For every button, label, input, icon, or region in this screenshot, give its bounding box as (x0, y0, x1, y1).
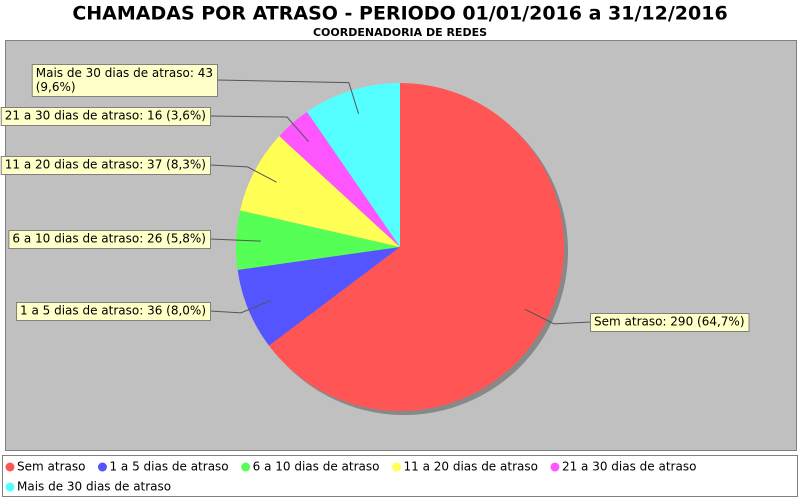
label-text: 21 a 30 dias de atraso: 16 (3,6%) (5, 109, 206, 123)
pie-slice (279, 111, 400, 248)
label-line: Mais de 30 dias de atraso: 43 (36, 66, 213, 80)
legend-item: 1 a 5 dias de atraso (97, 460, 229, 474)
label-text: 11 a 20 dias de atraso: 37 (8,3%) (5, 158, 206, 172)
legend-marker (97, 462, 107, 472)
label-box (590, 313, 750, 332)
chart-title: CHAMADAS POR ATRASO - PERIODO 01/01/2016… (72, 3, 727, 25)
legend-item: Mais de 30 dias de atraso (5, 480, 171, 494)
data-label: 6 a 10 dias de atraso: 26 (5,8%) (8, 230, 211, 249)
data-label: Mais de 30 dias de atraso: 43 (9,6%) (31, 64, 218, 97)
label-link (209, 238, 261, 242)
label-box (0, 156, 211, 175)
label-line: (9,6%) (36, 80, 76, 94)
label-box (31, 64, 218, 97)
pie-slice (240, 136, 400, 247)
label-link (524, 308, 591, 325)
legend-item: Sem atraso (5, 460, 85, 474)
legend-label: Mais de 30 dias de atraso (17, 480, 171, 494)
label-box (0, 107, 211, 126)
legend-marker (5, 482, 15, 492)
legend-item: 11 a 20 dias de atraso (391, 460, 538, 474)
data-label: 1 a 5 dias de atraso: 36 (8,0%) (16, 302, 211, 321)
legend-box (2, 455, 798, 497)
legend-item: 6 a 10 dias de atraso (241, 460, 379, 474)
pie-slice (268, 83, 565, 412)
legend-label: 6 a 10 dias de atraso (253, 460, 380, 474)
legend-item: 21 a 30 dias de atraso (550, 460, 696, 474)
legend-marker (550, 462, 560, 472)
legend-label: 21 a 30 dias de atraso (562, 460, 696, 474)
chart-subtitle: COORDENADORIA DE REDES (313, 26, 487, 39)
label-box (8, 230, 211, 249)
label-link (209, 164, 277, 183)
data-label: 11 a 20 dias de atraso: 37 (8,3%) (0, 156, 211, 175)
label-link (209, 299, 272, 314)
legend-marker (5, 462, 15, 472)
pie-slice (235, 210, 400, 270)
legend-marker (391, 462, 401, 472)
legend-label: 11 a 20 dias de atraso (403, 460, 537, 474)
legend-label: 1 a 5 dias de atraso (109, 460, 228, 474)
label-text: Mais de 30 dias de atraso: 43 (9,6%) (36, 66, 213, 94)
label-box (16, 302, 211, 321)
label-text: 6 a 10 dias de atraso: 26 (5,8%) (12, 232, 206, 246)
pie-slice (306, 83, 400, 247)
label-text: 1 a 5 dias de atraso: 36 (8,0%) (20, 304, 206, 318)
data-label: Sem atraso: 290 (64,7%) (590, 313, 750, 332)
label-text: Sem atraso: 290 (64,7%) (594, 315, 745, 329)
data-label: 21 a 30 dias de atraso: 16 (3,6%) (0, 107, 211, 126)
legend-marker (241, 462, 251, 472)
legend-label: Sem atraso (17, 460, 85, 474)
pie-slice (237, 247, 400, 346)
label-link (216, 79, 360, 115)
label-link (209, 115, 309, 143)
